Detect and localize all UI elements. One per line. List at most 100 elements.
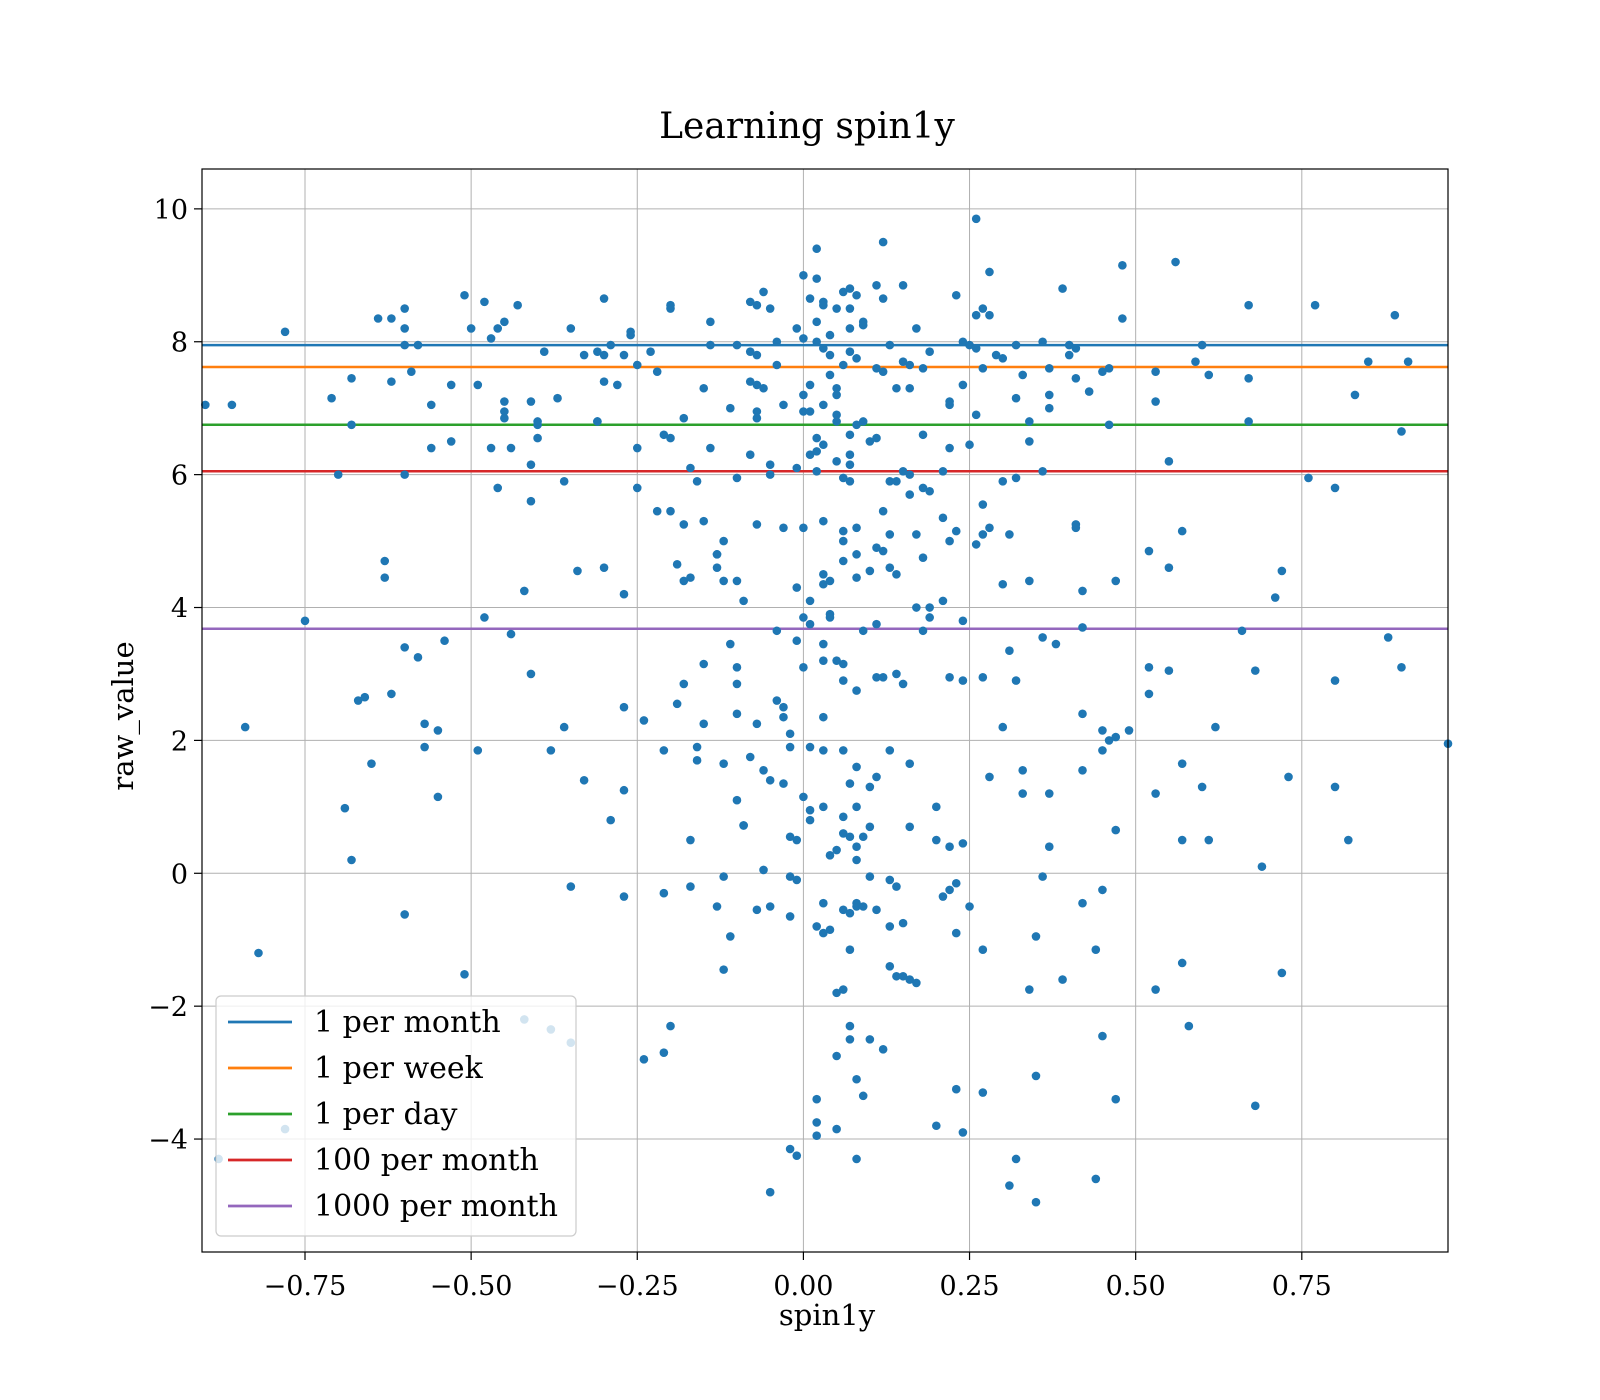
- data-point: [812, 922, 821, 931]
- data-point: [706, 443, 715, 453]
- data-point: [380, 556, 390, 566]
- data-point: [872, 433, 881, 443]
- data-point: [799, 663, 808, 672]
- data-point: [892, 569, 901, 579]
- data-point: [819, 898, 828, 908]
- data-point: [985, 267, 994, 277]
- data-point: [845, 430, 855, 440]
- data-point: [832, 410, 841, 420]
- data-point: [1144, 546, 1154, 556]
- data-point: [965, 902, 974, 911]
- data-point: [1403, 357, 1413, 366]
- data-point: [845, 1035, 855, 1044]
- data-point: [998, 476, 1008, 486]
- data-point: [732, 709, 742, 719]
- data-point: [1031, 1071, 1041, 1081]
- data-point: [1071, 523, 1081, 533]
- data-point: [832, 845, 841, 855]
- data-point: [1018, 370, 1027, 380]
- data-point: [785, 912, 795, 921]
- data-point: [985, 523, 994, 533]
- data-point: [825, 350, 835, 360]
- data-point: [333, 470, 343, 479]
- data-point: [659, 746, 669, 755]
- data-point: [686, 463, 695, 473]
- y-tick-label: 6: [171, 461, 188, 492]
- data-point: [978, 304, 988, 313]
- data-point: [706, 317, 715, 327]
- data-point: [905, 975, 915, 984]
- data-point: [466, 324, 476, 333]
- data-point: [719, 536, 728, 546]
- data-point: [347, 373, 356, 383]
- data-point: [1277, 566, 1287, 576]
- data-point: [838, 536, 848, 546]
- data-point: [825, 370, 835, 380]
- data-point: [799, 271, 808, 280]
- data-point: [819, 400, 828, 410]
- data-point: [387, 377, 396, 386]
- data-point: [872, 672, 881, 682]
- data-point: [858, 1091, 868, 1101]
- data-point: [659, 888, 669, 898]
- data-point: [872, 619, 881, 629]
- data-point: [752, 719, 762, 729]
- data-point: [892, 882, 901, 891]
- data-point: [878, 1045, 888, 1054]
- data-point: [845, 324, 855, 333]
- data-point: [613, 380, 622, 390]
- data-point: [918, 364, 928, 373]
- data-point: [925, 347, 934, 357]
- data-point: [1244, 373, 1253, 383]
- data-point: [480, 613, 489, 622]
- data-point: [832, 1051, 841, 1061]
- data-point: [1397, 663, 1406, 672]
- data-point: [832, 988, 841, 998]
- data-point: [779, 779, 788, 788]
- data-point: [460, 969, 469, 979]
- data-point: [805, 294, 815, 303]
- data-point: [1011, 1154, 1021, 1164]
- data-point: [965, 440, 974, 450]
- data-point: [759, 765, 768, 775]
- data-point: [1098, 1031, 1107, 1041]
- data-point: [533, 433, 542, 443]
- data-point: [619, 350, 629, 360]
- data-point: [872, 543, 881, 553]
- data-point: [805, 380, 815, 390]
- data-point: [300, 616, 310, 626]
- data-point: [819, 802, 828, 812]
- data-point: [745, 347, 755, 357]
- data-point: [1018, 765, 1027, 775]
- data-point: [347, 420, 356, 430]
- data-point: [892, 971, 901, 981]
- data-point: [666, 1021, 675, 1031]
- data-point: [765, 460, 775, 469]
- plot-frame: [201, 168, 1449, 1253]
- data-point: [1038, 633, 1047, 642]
- data-point: [745, 377, 755, 386]
- legend-label: 100 per month: [314, 1143, 539, 1178]
- data-point: [832, 1124, 841, 1134]
- legend-label: 1 per day: [314, 1097, 458, 1132]
- y-tick-label: 2: [171, 726, 188, 757]
- data-point: [1084, 387, 1094, 396]
- data-point: [692, 742, 702, 752]
- data-point: [672, 560, 682, 569]
- data-point: [958, 380, 968, 390]
- data-point: [460, 290, 469, 300]
- data-point: [367, 759, 376, 768]
- data-point: [812, 317, 821, 327]
- legend-label: 1 per month: [314, 1005, 501, 1040]
- data-point: [832, 457, 841, 466]
- data-point: [838, 659, 848, 669]
- x-tick-label: 0.00: [773, 1271, 833, 1302]
- data-point: [699, 383, 709, 393]
- data-point: [686, 573, 695, 582]
- data-point: [825, 613, 835, 622]
- data-point: [971, 344, 981, 353]
- data-point: [1257, 862, 1267, 871]
- data-point: [1350, 390, 1360, 400]
- data-point: [1011, 340, 1021, 350]
- data-point: [1270, 593, 1280, 602]
